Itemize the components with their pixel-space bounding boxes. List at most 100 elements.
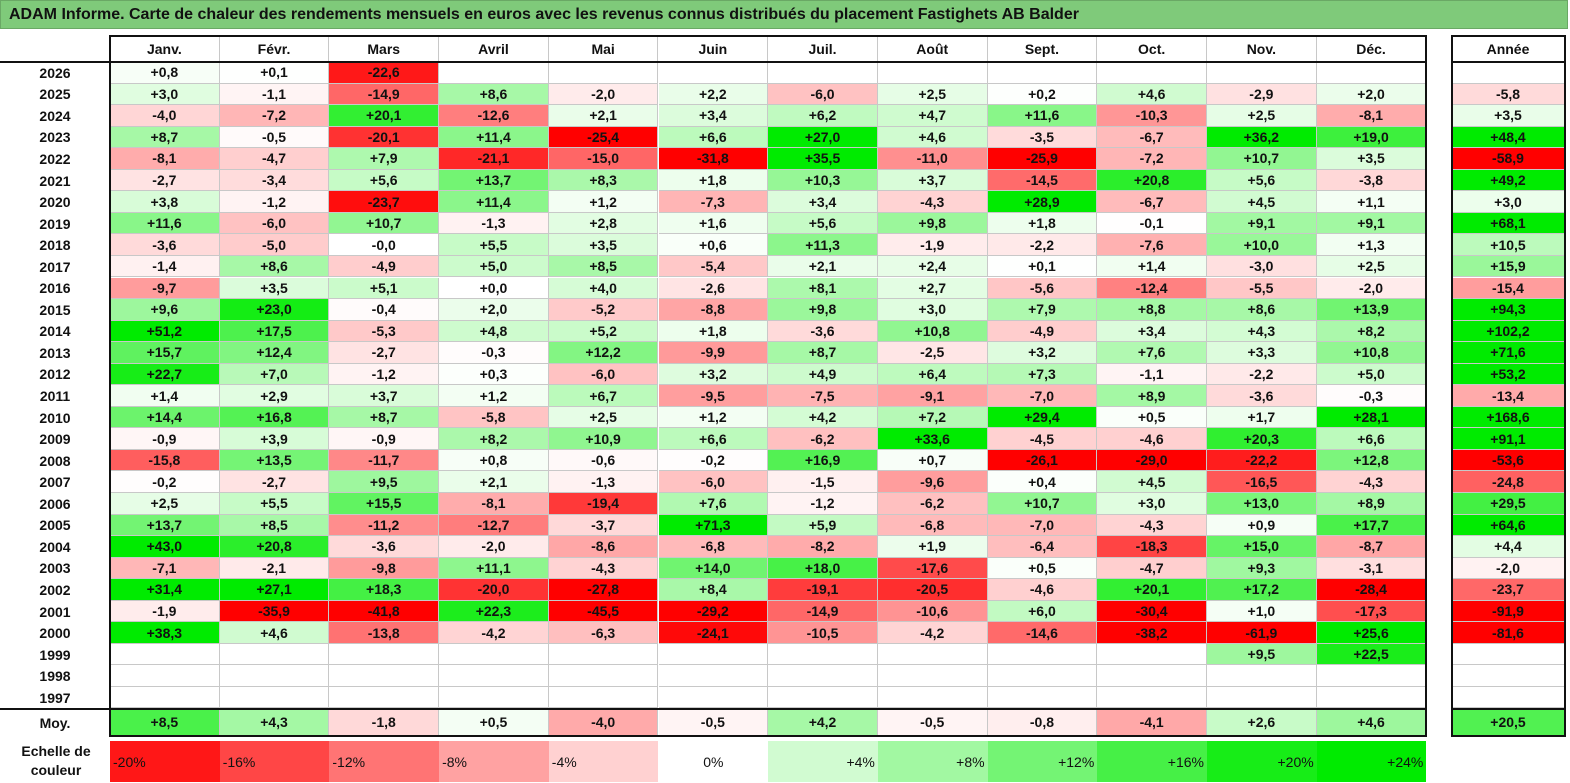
heatmap-cell: -31,8 (658, 148, 769, 170)
heatmap-cell: +9,5 (329, 471, 440, 493)
annual-cell: +4,4 (1452, 536, 1565, 558)
heatmap-cell: +13,5 (219, 449, 330, 472)
heatmap-cell: -3,7 (548, 514, 659, 537)
color-scale-step: -20% (110, 741, 220, 782)
row-year-label: 2017 (39, 258, 71, 275)
average-cell: +4,6 (1316, 709, 1427, 736)
heatmap-cell: -26,1 (987, 449, 1098, 472)
heatmap-cell: -8,7 (1316, 536, 1427, 558)
heatmap-cell: +6,6 (658, 126, 769, 149)
heatmap-cell: +8,7 (110, 126, 220, 149)
heatmap-cell: +17,5 (219, 320, 330, 343)
heatmap-cell: +8,5 (219, 514, 330, 537)
annual-cell: -2,0 (1452, 557, 1565, 580)
heatmap-cell: -28,4 (1316, 579, 1427, 601)
heatmap-cell: -11,2 (329, 514, 440, 537)
heatmap-cell: +5,6 (768, 212, 878, 235)
heatmap-cell: +0,7 (877, 449, 988, 472)
year-column-header: Année (1452, 36, 1565, 62)
heatmap-cell: +6,6 (658, 428, 769, 450)
heatmap-cell: +5,9 (768, 514, 878, 537)
heatmap-cell: -25,9 (987, 148, 1098, 170)
heatmap-cell: -1,9 (110, 600, 220, 623)
heatmap-cell: -5,3 (329, 320, 440, 343)
heatmap-cell: -45,5 (548, 600, 659, 623)
row-year-label: 2020 (39, 194, 71, 211)
heatmap-cell (1097, 665, 1207, 687)
heatmap-cell: +28,1 (1316, 406, 1427, 429)
heatmap-cell (219, 643, 330, 666)
heatmap-cell: -4,7 (1097, 557, 1207, 580)
heatmap-cell: +9,5 (1207, 643, 1317, 666)
heatmap-cell (658, 643, 769, 666)
heatmap-cell: +7,6 (1097, 342, 1207, 364)
heatmap-cell: +3,8 (110, 191, 220, 213)
row-year-label: 2011 (39, 388, 71, 405)
heatmap-cell: +3,5 (219, 277, 330, 300)
heatmap-cell: +11,4 (439, 126, 549, 149)
heatmap-cell (877, 643, 988, 666)
heatmap-cell: +22,5 (1316, 643, 1427, 666)
heatmap-cell: -2,0 (1316, 277, 1427, 300)
heatmap-cell: +0,9 (1207, 514, 1317, 537)
heatmap-cell: +1,1 (1316, 191, 1427, 213)
heatmap-cell: -13,8 (329, 622, 440, 644)
month-header: Juin (658, 36, 769, 62)
average-annual-cell: +20,5 (1452, 709, 1565, 736)
heatmap-cell (439, 686, 549, 709)
heatmap-cell: -2,7 (110, 169, 220, 192)
heatmap-cell: +4,2 (768, 406, 878, 429)
annual-cell: +15,9 (1452, 255, 1565, 278)
heatmap-cell: +8,3 (548, 169, 659, 192)
color-scale-step: +8% (877, 741, 988, 782)
heatmap-cell: +9,6 (110, 299, 220, 321)
heatmap-cell: +12,2 (548, 342, 659, 364)
heatmap-cell: +3,4 (1097, 320, 1207, 343)
heatmap-cell: -24,1 (658, 622, 769, 644)
heatmap-cell: +10,9 (548, 428, 659, 450)
heatmap-cell: -12,4 (1097, 277, 1207, 300)
heatmap-cell: -14,5 (987, 169, 1098, 192)
annual-cell: +71,6 (1452, 342, 1565, 364)
color-scale-step: -16% (219, 741, 330, 782)
annual-cell: -53,6 (1452, 449, 1565, 472)
heatmap-cell: -35,9 (219, 600, 330, 623)
heatmap-cell: +10,7 (987, 493, 1098, 515)
heatmap-cell: +6,0 (987, 600, 1098, 623)
heatmap-cell: +8,9 (1097, 385, 1207, 407)
heatmap-cell: +2,9 (219, 385, 330, 407)
heatmap-cell: +8,6 (1207, 299, 1317, 321)
average-cell: +4,3 (219, 709, 330, 736)
heatmap-cell: +4,3 (1207, 320, 1317, 343)
heatmap-cell: -2,1 (219, 557, 330, 580)
heatmap-cell: +10,3 (768, 169, 878, 192)
heatmap-cell: -8,1 (110, 148, 220, 170)
heatmap-cell: +28,9 (987, 191, 1098, 213)
heatmap-cell (768, 643, 878, 666)
heatmap-cell: +3,0 (110, 83, 220, 106)
heatmap-cell: -1,3 (548, 471, 659, 493)
average-cell: -0,5 (877, 709, 988, 736)
row-year-label: 2001 (39, 603, 71, 620)
heatmap-cell: +4,5 (1207, 191, 1317, 213)
row-year-label: 2026 (39, 64, 71, 81)
annual-cell: +68,1 (1452, 212, 1565, 235)
heatmap-cell: -4,6 (1097, 428, 1207, 450)
heatmap-cell: -3,5 (987, 126, 1098, 149)
heatmap-cell: +12,8 (1316, 449, 1427, 472)
heatmap-cell: +23,0 (219, 299, 330, 321)
heatmap-cell: -4,9 (329, 255, 440, 278)
heatmap-cell: +8,1 (768, 277, 878, 300)
heatmap-cell: -16,5 (1207, 471, 1317, 493)
heatmap-cell (987, 686, 1098, 709)
chart-title: ADAM Informe. Carte de chaleur des rende… (9, 6, 1079, 23)
row-year-label: 2016 (39, 280, 71, 297)
annual-cell: +48,4 (1452, 126, 1565, 149)
heatmap-cell (768, 686, 878, 709)
color-scale-step: -8% (439, 741, 549, 782)
heatmap-cell: +2,5 (110, 493, 220, 515)
heatmap-cell: +9,8 (877, 212, 988, 235)
heatmap-cell: +2,5 (877, 83, 988, 106)
heatmap-cell: -4,0 (110, 105, 220, 127)
color-scale-step: +4% (768, 741, 878, 782)
